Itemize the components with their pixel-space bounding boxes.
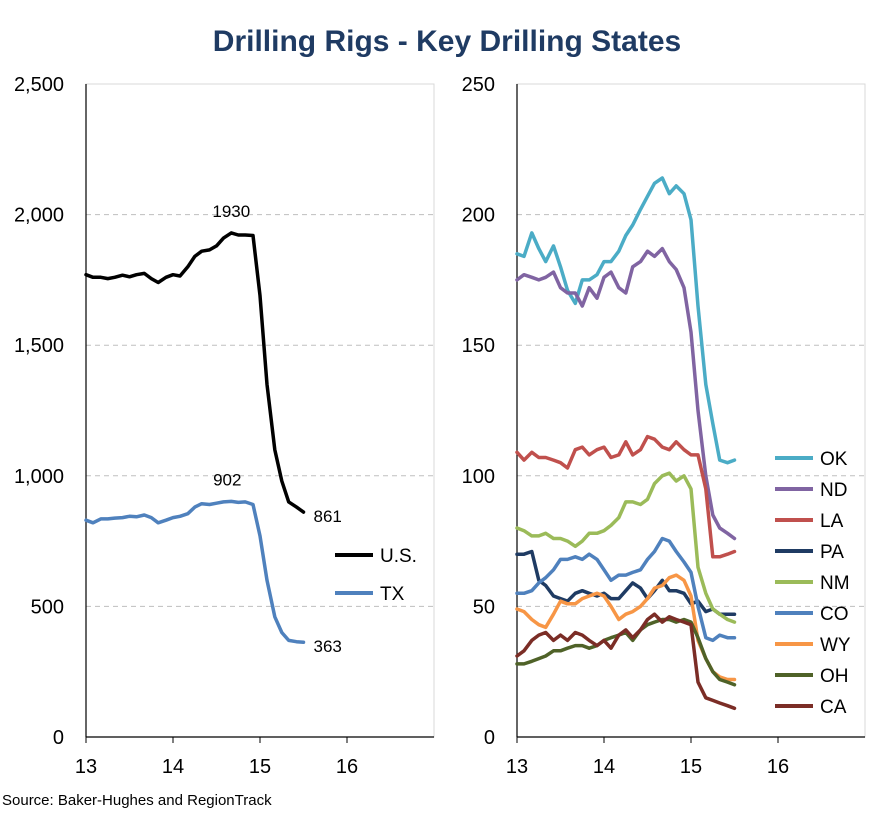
y-tick-label: 200 <box>462 205 495 227</box>
x-tick-label: 14 <box>162 756 184 778</box>
x-tick-label: 15 <box>249 756 271 778</box>
legend-label-nm: NM <box>820 573 850 594</box>
data-label: 902 <box>213 470 241 489</box>
series-line-nd <box>515 246 737 541</box>
x-tick-label: 13 <box>506 756 528 778</box>
y-tick-label: 100 <box>462 466 495 488</box>
legend-label-ca: CA <box>820 697 847 718</box>
series-line-u-s <box>84 231 306 514</box>
legend-label-ok: OK <box>820 449 848 470</box>
states-panel: 0 50 100 150 200 250 13 14 15 16 OK ND LA PA NM CO WY OH C… <box>462 74 866 778</box>
x-tick-label: 13 <box>75 756 97 778</box>
y-tick-label: 2,500 <box>14 74 64 96</box>
chart-title: Drilling Rigs - Key Drilling States <box>213 25 681 58</box>
y-tick-label: 1,500 <box>14 335 64 357</box>
x-tick-label: 16 <box>767 756 789 778</box>
y-tick-label: 0 <box>53 727 64 749</box>
series-line-ca <box>515 612 737 711</box>
y-tick-label: 500 <box>31 596 64 618</box>
series-line-ok <box>515 176 737 465</box>
legend-label-oh: OH <box>820 666 849 687</box>
plot-area <box>85 83 435 738</box>
legend-label-la: LA <box>820 511 844 532</box>
legend-label-co: CO <box>820 604 849 625</box>
data-label: 861 <box>314 507 342 526</box>
legend-label-nd: ND <box>820 480 847 501</box>
y-tick-label: 2,000 <box>14 205 64 227</box>
data-label: 1930 <box>212 202 250 221</box>
x-tick-label: 14 <box>593 756 615 778</box>
data-label: 363 <box>314 637 342 656</box>
legend-label-tx: TX <box>380 584 405 605</box>
legend-label-wy: WY <box>820 635 851 656</box>
x-tick-label: 16 <box>336 756 358 778</box>
legend-label-pa: PA <box>820 542 844 563</box>
legend-label-u-s: U.S. <box>380 546 417 567</box>
y-tick-label: 0 <box>484 727 495 749</box>
series-line-la <box>515 434 737 559</box>
series-line-tx <box>84 499 306 644</box>
source-note: Source: Baker-Hughes and RegionTrack <box>2 792 272 809</box>
us-tx-panel: 0 500 1,000 1,500 2,000 2,500 13 14 15 16 U.S. TX 19… <box>14 74 435 778</box>
y-tick-label: 150 <box>462 335 495 357</box>
y-tick-label: 50 <box>473 596 495 618</box>
y-tick-label: 1,000 <box>14 466 64 488</box>
x-tick-label: 15 <box>680 756 702 778</box>
series-line-co <box>515 536 737 643</box>
series-line-nm <box>515 471 737 624</box>
y-tick-label: 250 <box>462 74 495 96</box>
